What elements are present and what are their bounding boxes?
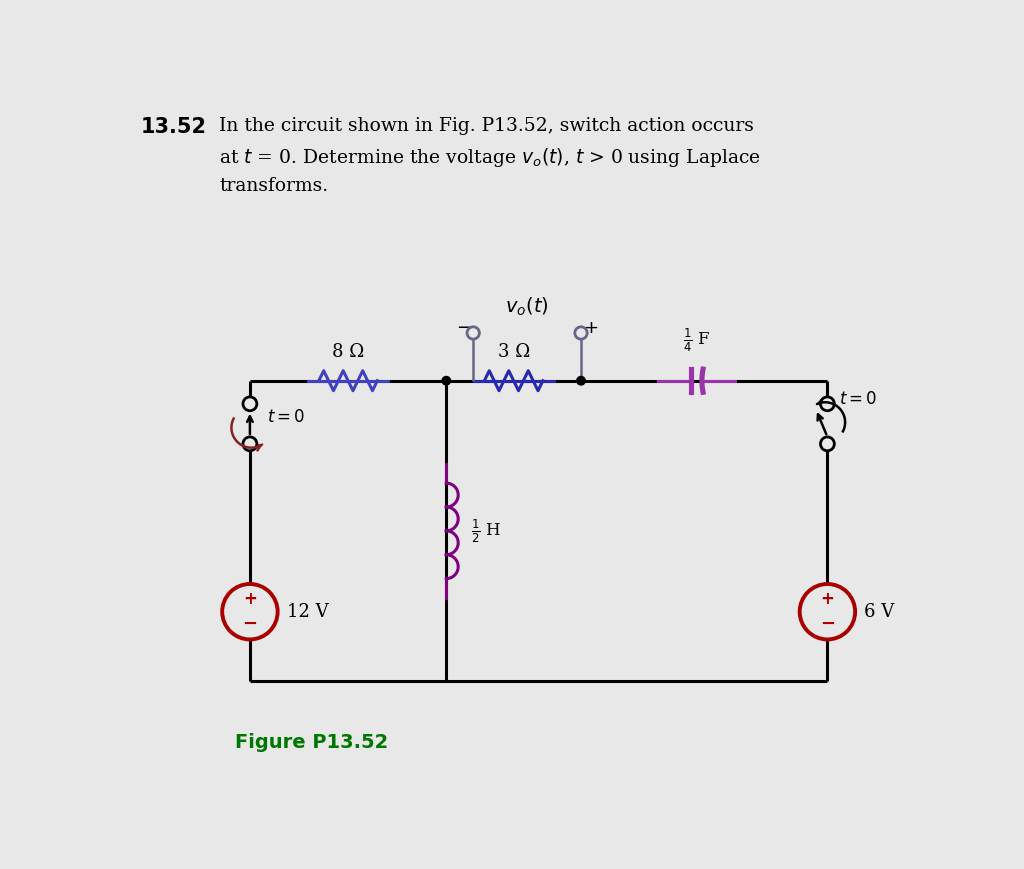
Text: $t = 0$: $t = 0$ — [267, 409, 305, 426]
Circle shape — [442, 376, 451, 385]
Circle shape — [574, 327, 587, 339]
Text: $\frac{1}{2}$ H: $\frac{1}{2}$ H — [471, 517, 502, 545]
Text: 8 Ω: 8 Ω — [332, 343, 365, 362]
Text: Figure P13.52: Figure P13.52 — [234, 733, 388, 753]
Text: +: + — [243, 590, 257, 608]
Text: +: + — [584, 319, 598, 336]
Text: $\frac{1}{4}$ F: $\frac{1}{4}$ F — [683, 327, 711, 354]
Text: 6 V: 6 V — [864, 603, 895, 620]
Circle shape — [577, 376, 586, 385]
Text: $v_o(t)$: $v_o(t)$ — [505, 295, 549, 317]
Text: +: + — [820, 590, 835, 608]
Circle shape — [820, 437, 835, 451]
Text: 3 Ω: 3 Ω — [498, 343, 529, 362]
Text: In the circuit shown in Fig. P13.52, switch action occurs
at $t$ = 0. Determine : In the circuit shown in Fig. P13.52, swi… — [219, 117, 761, 195]
Circle shape — [820, 397, 835, 411]
Text: 12 V: 12 V — [287, 603, 329, 620]
Text: −: − — [243, 615, 257, 633]
Text: −: − — [820, 615, 835, 633]
Circle shape — [467, 327, 479, 339]
Circle shape — [243, 397, 257, 411]
Text: $t=0$: $t=0$ — [839, 391, 878, 408]
Circle shape — [243, 437, 257, 451]
Text: 13.52: 13.52 — [140, 117, 207, 137]
Text: −: − — [456, 319, 471, 336]
